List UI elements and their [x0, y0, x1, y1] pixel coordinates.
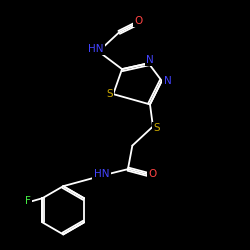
Text: N: N [164, 76, 172, 86]
Text: HN: HN [94, 168, 109, 178]
Text: S: S [106, 89, 113, 99]
Text: O: O [149, 168, 157, 178]
Text: F: F [25, 196, 30, 206]
Text: HN: HN [88, 44, 103, 54]
Text: N: N [146, 55, 154, 65]
Text: O: O [134, 16, 142, 26]
Text: S: S [153, 123, 160, 133]
